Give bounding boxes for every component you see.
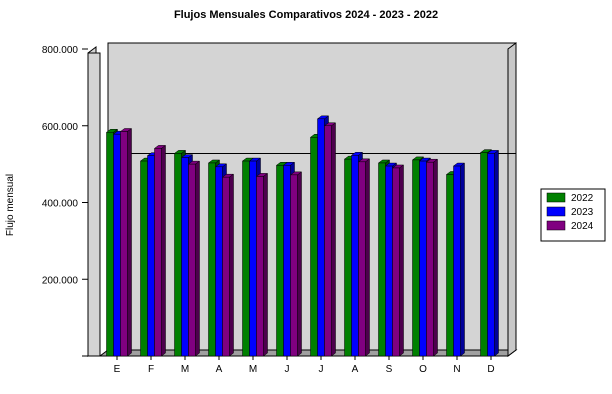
bar-2023: [419, 160, 427, 357]
x-tick-label: S: [386, 364, 393, 375]
bar-2022: [208, 162, 216, 357]
legend-swatch: [546, 220, 566, 231]
bar-2023: [215, 166, 223, 357]
bar-2023: [487, 153, 495, 357]
legend-swatch: [546, 206, 566, 217]
bar-side: [263, 172, 268, 357]
x-tick-label: O: [419, 364, 427, 375]
bar-2023: [249, 160, 257, 357]
bar-2022: [242, 160, 250, 357]
bar-2024: [154, 148, 162, 357]
plot-right-wall: [507, 42, 517, 357]
x-tick-label: D: [487, 364, 494, 375]
bar-2023: [113, 133, 121, 357]
chart-title: Flujos Mensuales Comparativos 2024 - 202…: [174, 9, 438, 21]
x-tick-label: J: [319, 364, 324, 375]
x-tick-label: M: [181, 364, 189, 375]
bar-2022: [344, 158, 352, 357]
bar-2023: [385, 165, 393, 357]
bar-2024: [324, 125, 332, 357]
bar-2022: [412, 159, 420, 357]
x-tick-label: E: [114, 364, 121, 375]
bar-2024: [290, 174, 298, 357]
bar-2024: [358, 161, 366, 357]
bar-2023: [351, 155, 359, 357]
bar-side: [127, 128, 132, 357]
y-tick-label: 800.000: [42, 45, 79, 56]
bar-side: [365, 158, 370, 357]
bar-2022: [480, 152, 488, 357]
bar-side: [195, 160, 200, 357]
legend-label: 2023: [571, 207, 594, 218]
bar-2023: [453, 165, 461, 357]
bar-side: [399, 164, 404, 357]
bar-2024: [222, 176, 230, 357]
x-tick-label: A: [352, 364, 359, 375]
y-tick-label: 600.000: [42, 122, 79, 133]
y-axis-label: Flujo mensual: [5, 174, 16, 236]
bar-2024: [392, 167, 400, 357]
bar-side: [433, 158, 438, 357]
bar-2022: [276, 165, 284, 357]
bar-2024: [120, 131, 128, 357]
bar-side: [297, 171, 302, 357]
bar-2022: [174, 153, 182, 357]
bar-2022: [378, 162, 386, 357]
bar-2023: [181, 157, 189, 357]
bar-2022: [140, 160, 148, 357]
x-tick-label: M: [249, 364, 257, 375]
bar-2023: [283, 165, 291, 357]
x-tick-label: N: [453, 364, 460, 375]
legend-label: 2022: [571, 193, 594, 204]
bar-2023: [147, 155, 155, 357]
x-tick-label: F: [148, 364, 154, 375]
bar-side: [494, 149, 499, 357]
bar-side: [161, 144, 166, 357]
bar-2022: [310, 137, 318, 357]
bar-side: [229, 173, 234, 357]
bar-2022: [106, 132, 114, 357]
plot-left-wall: [87, 52, 101, 357]
y-tick-label: 200.000: [42, 275, 79, 286]
bar-2024: [256, 176, 264, 357]
bar-side: [331, 122, 336, 357]
bar-side: [460, 162, 465, 357]
bar-2024: [426, 161, 434, 357]
bar-2023: [317, 118, 325, 357]
legend-swatch: [546, 192, 566, 203]
y-tick-label: 400.000: [42, 199, 79, 210]
bar-2024: [188, 163, 196, 357]
bar-2022: [446, 174, 454, 357]
x-tick-label: A: [216, 364, 223, 375]
x-tick-label: J: [285, 364, 290, 375]
legend-label: 2024: [571, 221, 594, 232]
